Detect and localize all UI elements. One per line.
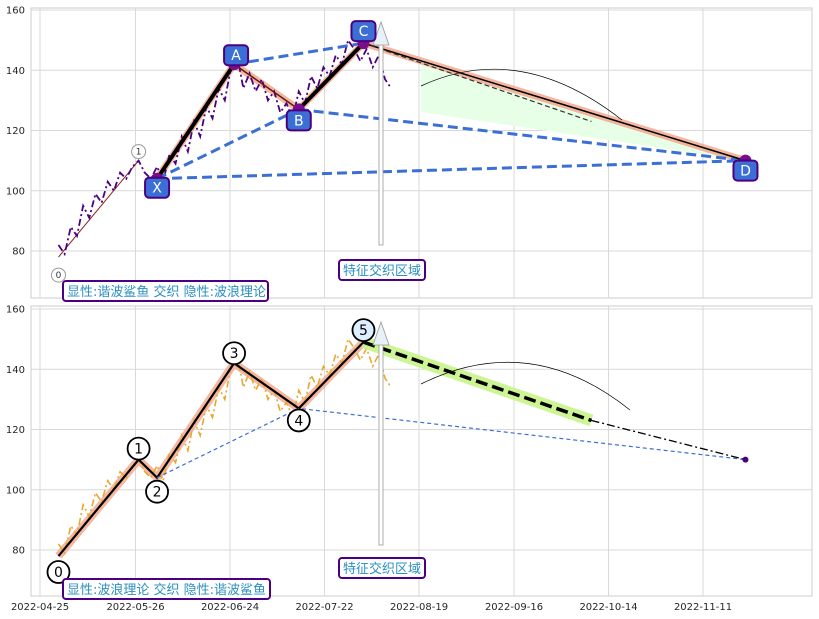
arrow-head [372, 20, 390, 46]
price-line [57, 37, 392, 257]
point-d-label: D [740, 164, 751, 180]
extension-line [591, 419, 746, 461]
wave-label-circle-0 [46, 560, 71, 584]
arrow-shaft [378, 39, 384, 246]
arrow-head [372, 320, 390, 346]
wave-marker-1 [131, 144, 147, 160]
wave-label-circle-2 [145, 479, 169, 504]
pattern-label-box [62, 280, 269, 302]
wave-label-5: 5 [359, 323, 368, 339]
y-tick-label: 160 [6, 6, 25, 17]
harmonic-segment [233, 63, 300, 111]
pattern-label-box [62, 578, 271, 600]
annotation-text: 特征交织区域 [343, 561, 421, 577]
x-tick-label: 2022-09-16 [485, 602, 543, 613]
wave-label-0: 0 [54, 565, 63, 581]
y-tick-label: 80 [12, 247, 25, 258]
y-tick-label: 140 [6, 66, 25, 77]
point-c-box [350, 20, 377, 43]
harmonic-segment [155, 63, 236, 180]
wave-marker-label: 1 [136, 148, 142, 158]
y-tick-label: 120 [6, 126, 25, 137]
point-a-box [223, 44, 250, 67]
harmonic-dashed-line [233, 41, 364, 66]
wave-label-4: 4 [294, 413, 303, 429]
harmonic-dashed-line [156, 108, 300, 181]
x-tick-label: 2022-06-24 [201, 602, 259, 613]
y-tick-label: 120 [6, 425, 25, 436]
y-tick-label: 100 [6, 186, 25, 197]
wave-label-circle-3 [222, 341, 246, 366]
point-a-label: A [231, 48, 241, 64]
x-tick-label: 2022-10-14 [579, 602, 637, 613]
annotation-text: 特征交织区域 [343, 263, 421, 279]
wave-label-3: 3 [230, 346, 239, 362]
plot-frame [30, 7, 813, 299]
projection-line [363, 42, 592, 123]
harmonic-dashed-line [157, 159, 746, 181]
x-tick-label: 2022-05-26 [106, 602, 164, 613]
wave-marker-label: 0 [56, 271, 62, 281]
y-tick-label: 140 [6, 365, 25, 376]
annotation-box [338, 259, 426, 281]
harmonic-segment [297, 41, 365, 111]
y-tick-label: 100 [6, 485, 25, 496]
wave-label-circle-4 [286, 408, 311, 433]
annotation-box [338, 557, 426, 579]
point-b-label: B [294, 113, 304, 129]
price-line [57, 337, 392, 555]
target-dot [742, 456, 749, 463]
wave-label-1: 1 [134, 442, 143, 458]
arrow-shaft [378, 339, 384, 546]
wave-label-circle-5 [351, 318, 376, 343]
x-tick-label: 2022-08-19 [390, 602, 448, 613]
blue-dashed-line [156, 407, 746, 479]
y-tick-label: 160 [6, 305, 25, 316]
harmonic-segment [363, 42, 746, 162]
pattern-label: 显性:谐波鲨鱼 交织 隐性:波浪理论 [67, 284, 266, 300]
x-tick-label: 2022-07-22 [295, 602, 353, 613]
y-tick-label: 80 [12, 546, 25, 557]
projection-arc [420, 68, 623, 121]
wave-marker-0 [50, 267, 66, 283]
point-x-box [144, 176, 171, 199]
wave-line [57, 341, 365, 557]
x-tick-label: 2022-04-25 [11, 602, 69, 613]
x-tick-label: 2022-11-11 [674, 602, 732, 613]
plot-frame [30, 305, 813, 597]
wave-label-circle-1 [126, 436, 151, 461]
point-c-label: C [359, 24, 369, 40]
point-x-label: X [152, 181, 162, 197]
pattern-label: 显性:波浪理论 交织 隐性:谐波鲨鱼 [67, 582, 266, 598]
projection-arc [420, 361, 631, 411]
wave-label-2: 2 [153, 485, 162, 501]
point-d-box [732, 159, 759, 182]
projection-line [362, 340, 593, 423]
point-b-box [285, 109, 312, 132]
thin-line [58, 160, 139, 258]
